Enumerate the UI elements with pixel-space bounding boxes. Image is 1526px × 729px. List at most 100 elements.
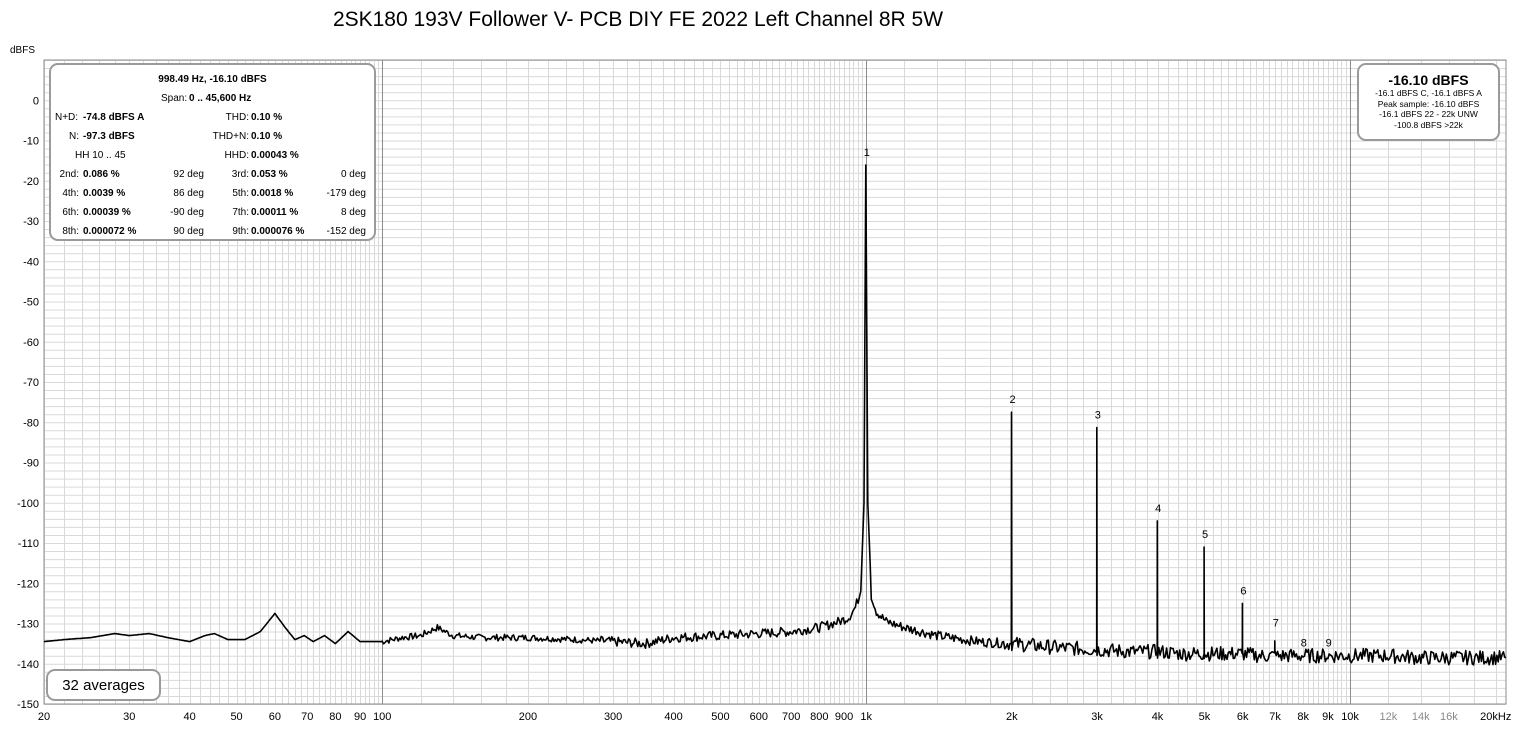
- level-line: -100.8 dBFS >22k: [1394, 119, 1463, 130]
- level-line: -16.1 dBFS C, -16.1 dBFS A: [1375, 88, 1482, 98]
- harmonic-label: 8th:: [62, 226, 79, 237]
- harmonic-markers: 1 2 3 4 5 6 7 8 9: [864, 147, 1332, 650]
- level-panel: -16.10 dBFS -16.1 dBFS C, -16.1 dBFS A P…: [1357, 63, 1500, 141]
- x-tick-label: 50: [230, 711, 242, 723]
- fundamental-readout: 998.49 Hz, -16.10 dBFS: [158, 74, 267, 85]
- y-tick-label: -150: [17, 699, 39, 711]
- harmonic-marker-label: 4: [1155, 503, 1161, 515]
- harmonic-value: 0.0039 %: [83, 188, 126, 199]
- y-tick-label: -130: [17, 619, 39, 631]
- harmonic-label: 4th:: [62, 188, 79, 199]
- span-value: 0 .. 45,600 Hz: [189, 93, 252, 104]
- harmonic-row: 8th: 0.000072 % 90 deg 9th: 0.000076 % -152 d…: [51, 222, 374, 241]
- y-tick-label: -70: [23, 377, 39, 389]
- x-tick-label: 700: [782, 711, 800, 723]
- x-tick-label: 500: [711, 711, 729, 723]
- harmonic-phase: 92 deg: [173, 169, 204, 180]
- y-tick-label: -120: [17, 578, 39, 590]
- plot-frame: [43, 59, 1507, 705]
- harmonic-marker-label: 1: [864, 147, 870, 159]
- measurement-panel: 998.49 Hz, -16.10 dBFS Span: 0 .. 45,600…: [49, 63, 376, 241]
- x-tick-label: 10k: [1341, 711, 1359, 723]
- noise-value: -97.3 dBFS: [83, 131, 135, 142]
- chart-title: 2SK180 193V Follower V- PCB DIY FE 2022 …: [332, 8, 944, 31]
- y-tick-label: -30: [23, 216, 39, 228]
- x-axis-ticks: 20 30 40 50 60 70 80 90 100 200 300 400 500 600 700 800…: [38, 711, 1511, 723]
- x-tick-label: 7k: [1269, 711, 1281, 723]
- x-tick-label: 8k: [1297, 711, 1309, 723]
- x-tick-label: 400: [664, 711, 682, 723]
- x-tick-label: 3k: [1091, 711, 1103, 723]
- harmonic-label: 2nd:: [59, 169, 79, 180]
- y-tick-label: -80: [23, 417, 39, 429]
- x-tick-label: 20: [38, 711, 50, 723]
- harmonic-value: 0.000072 %: [83, 226, 137, 237]
- y-tick-label: -50: [23, 297, 39, 309]
- harmonic-phase: 86 deg: [173, 188, 204, 199]
- harmonic-row: 2nd: 0.086 % 92 deg 3rd: 0.053 % 0 deg: [51, 165, 374, 184]
- y-tick-label: -60: [23, 337, 39, 349]
- x-tick-label: 30: [123, 711, 135, 723]
- harmonic-value: 0.053 %: [251, 169, 288, 180]
- thdn-label: THD+N:: [212, 131, 249, 142]
- hhd-label: HHD:: [224, 150, 249, 161]
- y-axis-ticks: 0 -10 -20 -30 -40 -50 -60 -70 -80 -90 -100 -110 -120…: [17, 95, 39, 711]
- x-tick-label: 200: [519, 711, 537, 723]
- level-main-value: -16.10 dBFS: [1388, 72, 1469, 88]
- x-tick-label: 6k: [1237, 711, 1249, 723]
- x-tick-label: 2k: [1006, 711, 1018, 723]
- x-tick-label: 900: [835, 711, 853, 723]
- noise-label: N:: [69, 131, 79, 142]
- x-tick-label: 1k: [860, 711, 872, 723]
- y-tick-label: -40: [23, 256, 39, 268]
- y-tick-label: -20: [23, 176, 39, 188]
- thd-label: THD:: [225, 112, 249, 123]
- harmonic-value: 0.00039 %: [83, 207, 131, 218]
- x-tick-label: 9k: [1322, 711, 1334, 723]
- harmonic-marker-label: 6: [1240, 585, 1246, 597]
- harmonic-row: 6th: 0.00039 % -90 deg 7th: 0.00011 % 8 deg: [51, 203, 374, 222]
- nd-label: N+D:: [55, 112, 79, 123]
- harmonic-label: 5th:: [232, 188, 249, 199]
- harmonic-label: 7th:: [232, 207, 249, 218]
- x-tick-label: 16k: [1440, 711, 1458, 723]
- x-tick-label: 600: [750, 711, 768, 723]
- harmonic-phase: -179 deg: [326, 188, 366, 199]
- harmonic-phase: -90 deg: [170, 207, 204, 218]
- harmonic-marker-label: 9: [1326, 638, 1332, 650]
- x-tick-label: 100: [373, 711, 391, 723]
- y-tick-label: 0: [33, 95, 39, 107]
- spectrum-trace: [43, 164, 1507, 666]
- harmonic-label: 9th:: [232, 226, 249, 237]
- y-tick-label: -90: [23, 458, 39, 470]
- x-tick-label: 90: [354, 711, 366, 723]
- harmonic-row: 4th: 0.0039 % 86 deg 5th: 0.0018 % -179 deg: [51, 184, 374, 203]
- hh-range-label: HH 10 .. 45: [75, 150, 126, 161]
- level-line: -16.1 dBFS 22 - 22k UNW: [1379, 109, 1478, 119]
- harmonic-marker-label: 7: [1273, 618, 1279, 630]
- level-line: Peak sample: -16.10 dBFS: [1377, 98, 1480, 109]
- x-tick-label: 40: [184, 711, 196, 723]
- span-label: Span:: [161, 93, 188, 104]
- thdn-value: 0.10 %: [251, 131, 283, 142]
- harmonic-phase: 90 deg: [173, 226, 204, 237]
- x-tick-label: 4k: [1152, 711, 1164, 723]
- harmonic-value: 0.0018 %: [251, 188, 294, 199]
- harmonic-marker-label: 5: [1202, 529, 1208, 541]
- x-tick-label: 800: [810, 711, 828, 723]
- x-tick-label: 80: [329, 711, 341, 723]
- x-tick-label: 70: [301, 711, 313, 723]
- harmonic-label: 3rd:: [231, 169, 249, 180]
- x-tick-label: 20kHz: [1480, 711, 1511, 723]
- harmonic-phase: 0 deg: [340, 169, 366, 180]
- harmonic-marker-label: 3: [1095, 409, 1101, 421]
- harmonic-label: 6th:: [62, 207, 79, 218]
- x-tick-label: 300: [604, 711, 622, 723]
- y-tick-label: -110: [18, 538, 39, 550]
- y-axis-label: dBFS: [10, 45, 35, 56]
- x-tick-label: 60: [269, 711, 281, 723]
- x-tick-label: 5k: [1199, 711, 1211, 723]
- x-tick-label: 14k: [1412, 711, 1430, 723]
- averages-badge: 32 averages: [46, 669, 161, 701]
- y-tick-label: -10: [23, 136, 39, 148]
